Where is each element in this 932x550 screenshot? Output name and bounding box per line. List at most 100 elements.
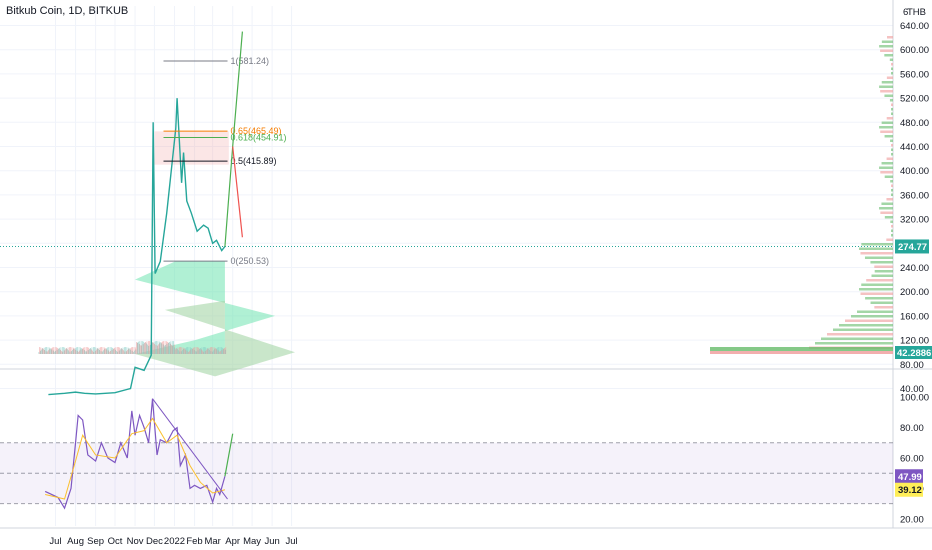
volume-bar [81, 348, 82, 354]
price-tick-label: 480.00 [900, 118, 929, 129]
volume-bar [166, 341, 167, 354]
volume-profile-bar [839, 324, 893, 327]
volume-profile-bar [859, 247, 893, 250]
price-tick-label: 520.00 [900, 94, 929, 105]
volume-profile-bar [880, 90, 893, 93]
volume-bar [65, 349, 66, 354]
volume-profile-bar [879, 207, 893, 210]
volume-bar [206, 349, 207, 354]
volume-bar [104, 349, 106, 354]
x-tick-label: Sep [87, 536, 104, 547]
volume-bar [98, 347, 100, 354]
volume-bar [56, 349, 58, 354]
volume-bar [145, 342, 146, 354]
volume-bar [147, 341, 149, 354]
volume-bar [120, 348, 122, 354]
x-tick-label: Jun [264, 536, 279, 547]
volume-bar [153, 341, 155, 354]
volume-bar [125, 351, 127, 354]
volume-bar [190, 347, 191, 354]
volume-bar [201, 349, 202, 354]
volume-bar [183, 348, 185, 354]
volume-profile-bar [891, 108, 893, 111]
volume-bar [50, 348, 51, 354]
volume-bar [218, 347, 219, 354]
volume-bar [102, 347, 104, 354]
rsi-band-layer [0, 442, 893, 505]
volume-bar [138, 341, 139, 354]
volume-bar [123, 350, 124, 354]
volume-bar [61, 351, 62, 354]
volume-bar [85, 351, 86, 354]
volume-profile-bar [860, 292, 893, 295]
price-tick-label: 440.00 [900, 142, 929, 153]
volume-bar [164, 341, 166, 354]
price-tick-label: 160.00 [900, 311, 929, 322]
volume-bar [112, 347, 113, 354]
volume-bar [169, 341, 170, 354]
volume-bar [209, 349, 210, 354]
volume-bar [96, 347, 98, 354]
volume-bar [193, 347, 194, 354]
rsi-tick-label: 80.00 [900, 423, 924, 434]
volume-bar [86, 351, 88, 354]
volume-bar [101, 347, 102, 354]
volume-bar [146, 343, 147, 354]
rsi-ma-badge-text: 39.12 [898, 485, 922, 496]
volume-bar [71, 351, 72, 354]
volume-bar [223, 348, 225, 354]
volume-bar [191, 348, 192, 354]
volume-bar [80, 347, 81, 354]
volume-bar [104, 347, 105, 354]
volume-bar [73, 348, 75, 354]
volume-bar [53, 347, 55, 354]
volume-bar [49, 347, 50, 354]
volume-profile-bar [881, 202, 893, 205]
volume-bar [142, 344, 144, 354]
volume-bar [174, 347, 175, 354]
fib-level-label: 0.5(415.89) [231, 156, 277, 166]
volume-bar [201, 347, 203, 354]
volume-bar [74, 347, 76, 354]
volume-bar [149, 341, 150, 354]
volume-profile-bar [884, 216, 893, 219]
volume-bar [102, 351, 103, 354]
volume-bar [193, 350, 195, 354]
volume-bar [162, 344, 164, 354]
volume-bar [177, 349, 178, 354]
volume-profile-bar [891, 144, 893, 147]
volume-bar [58, 348, 59, 354]
volume-badge [895, 346, 932, 359]
volume-profile-bar [884, 135, 893, 138]
x-tick-label: Nov [127, 536, 144, 547]
volume-bar [157, 345, 158, 354]
volume-bar [113, 348, 115, 354]
volume-profile-bar [845, 319, 893, 322]
volume-profile-bar [710, 347, 893, 351]
grid-layer [0, 0, 932, 529]
volume-profile-bar [890, 139, 893, 142]
volume-bar [115, 347, 117, 354]
volume-profile-bar [891, 72, 893, 75]
volume-bar [210, 347, 211, 354]
price-series [48, 98, 226, 396]
volume-bar [143, 341, 144, 354]
supply-zone [154, 131, 229, 165]
volume-bar [175, 348, 177, 354]
volume-bar [133, 347, 135, 354]
volume-bar [97, 348, 99, 354]
volume-profile-bar [870, 261, 893, 264]
volume-bar [160, 342, 162, 354]
volume-bar [47, 347, 49, 354]
volume-bar [224, 349, 226, 354]
volume-bar [137, 342, 139, 354]
volume-bar [222, 347, 223, 354]
x-tick-label: Feb [186, 536, 202, 547]
fib-level-label: 1(581.24) [231, 56, 270, 66]
volume-bar [125, 347, 126, 354]
volume-bar [182, 350, 183, 354]
volume-profile-bar [874, 270, 893, 273]
volume-bar [69, 351, 71, 354]
volume-bar [78, 347, 80, 354]
volume-bar [83, 350, 85, 354]
